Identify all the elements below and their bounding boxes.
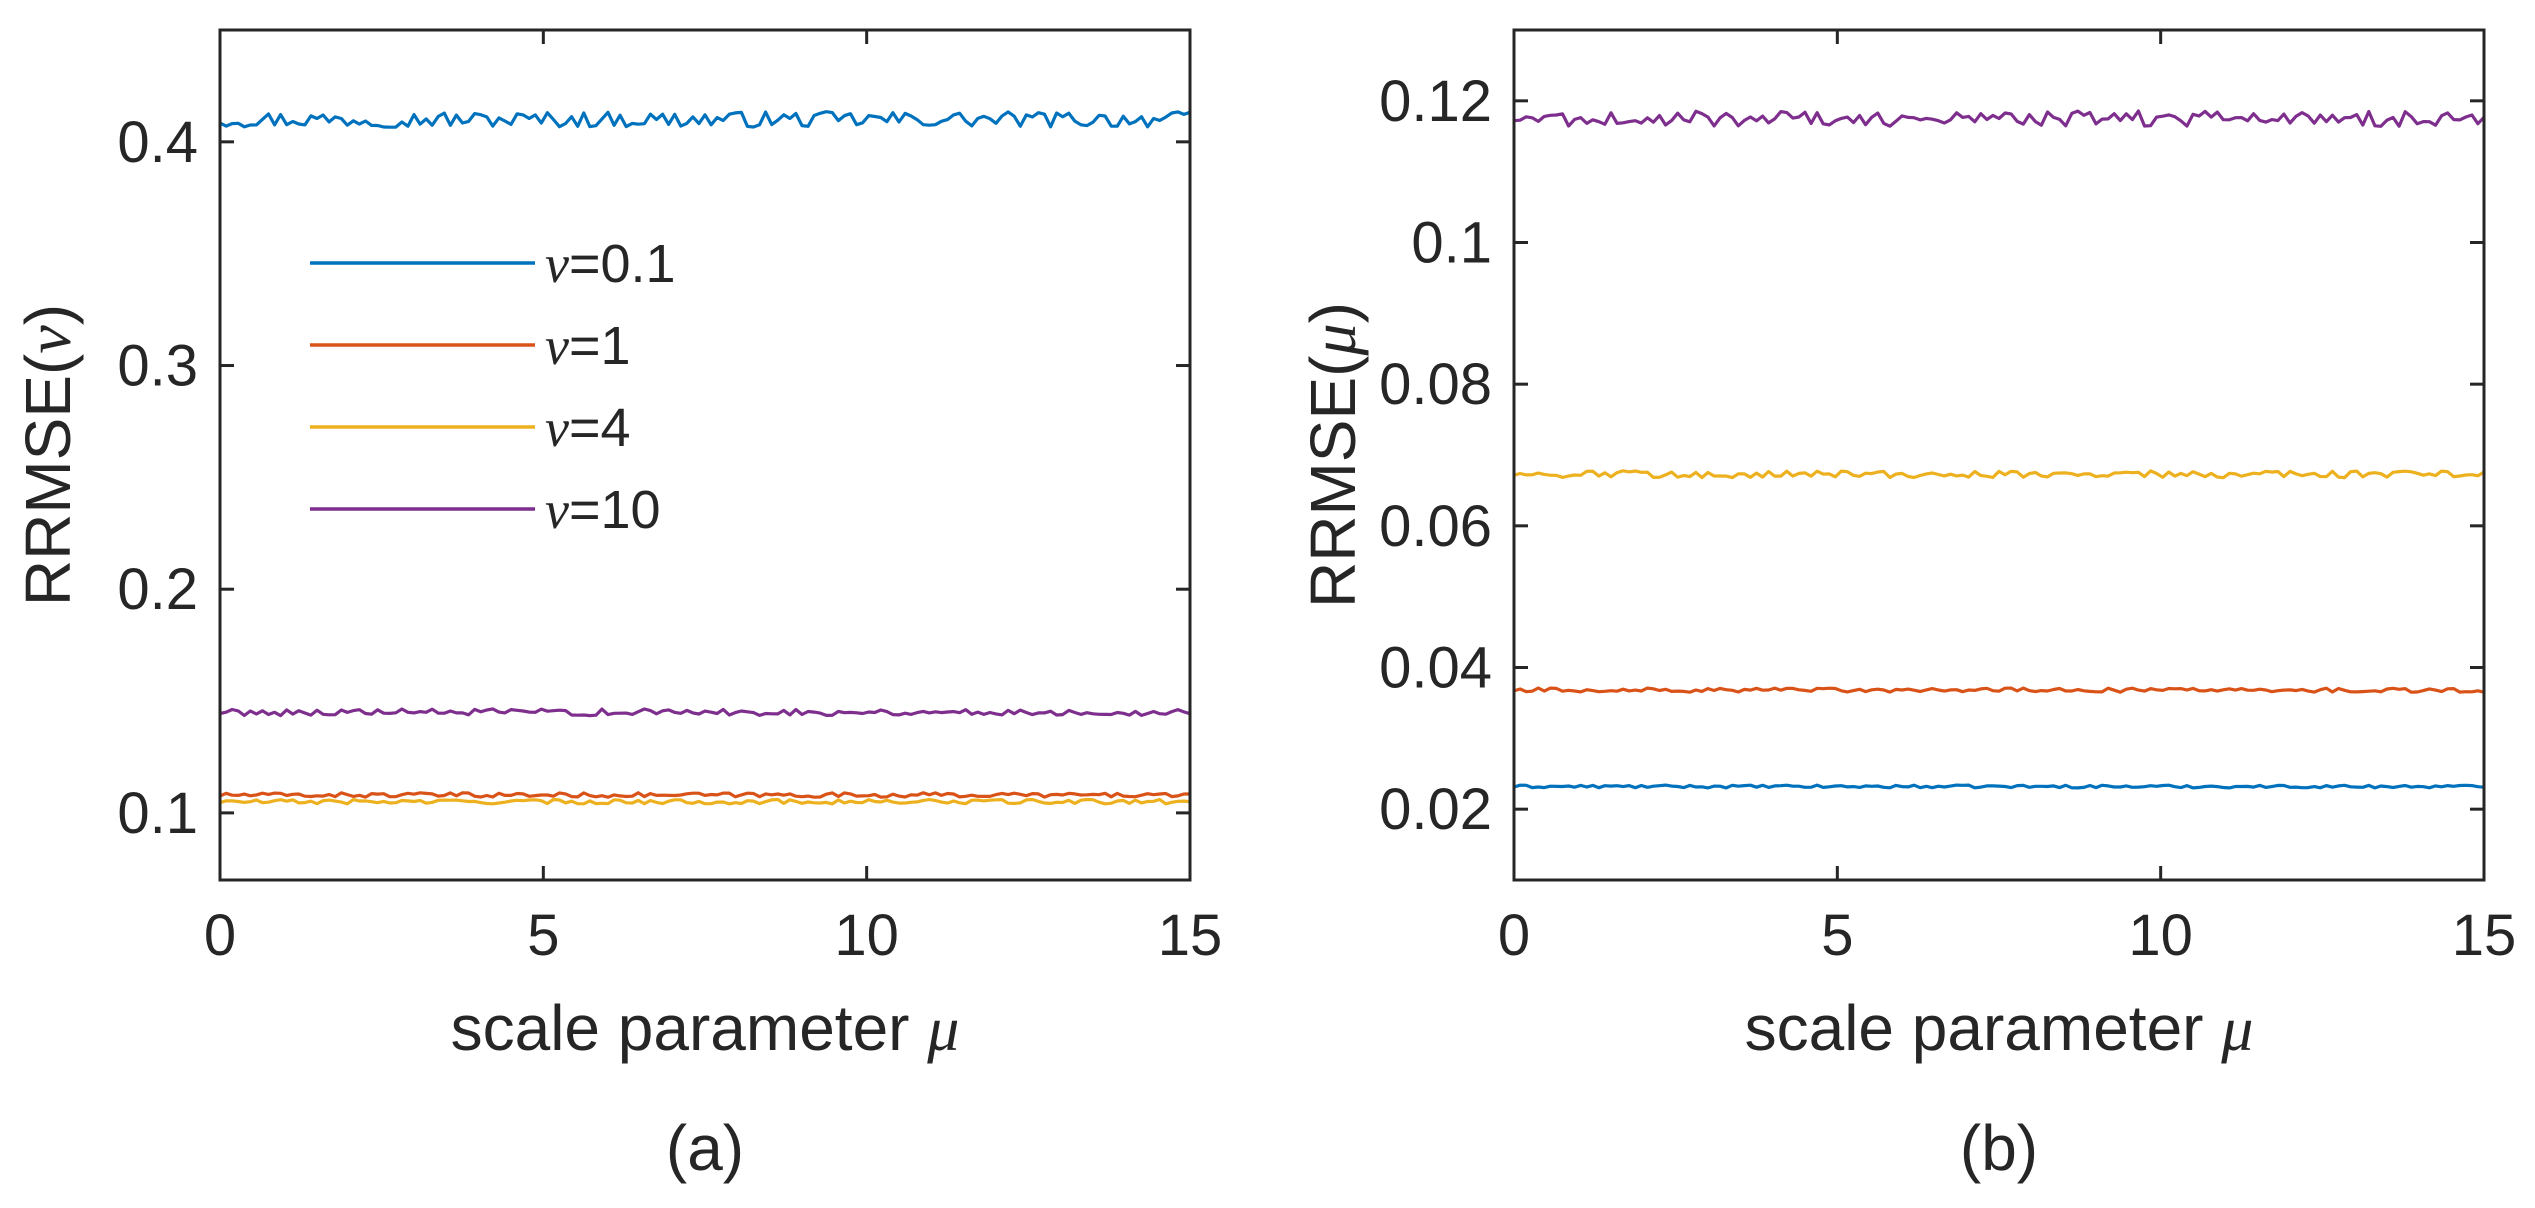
x-tick-label: 15 bbox=[1158, 903, 1223, 968]
y-tick-label: 0.04 bbox=[1379, 636, 1492, 701]
x-axis-label-b-symbol: μ bbox=[2220, 993, 2253, 1064]
axes-frame-b bbox=[1512, 28, 2486, 882]
legend-label-2: ν=1 bbox=[545, 316, 631, 376]
y-tick-label: 0.1 bbox=[1411, 211, 1492, 276]
x-tick-label: 15 bbox=[2452, 903, 2517, 968]
y-axis-label-b-text: RRMSE( bbox=[1297, 356, 1369, 608]
series-layer-b bbox=[1513, 109, 2486, 790]
y-tick-label: 0.3 bbox=[117, 334, 198, 399]
legend-text: =4 bbox=[569, 398, 631, 458]
y-axis-label-b-symbol: μ bbox=[1298, 323, 1369, 356]
x-tick-label: 5 bbox=[527, 903, 559, 968]
panel-a: 0 5 10 150.10.20.30.4 RRMSE(ν) scale parame… bbox=[12, 28, 1222, 1184]
y-axis-label-a: RRMSE(ν) bbox=[12, 304, 84, 606]
legend-symbol: ν bbox=[545, 316, 569, 376]
legend-symbol: ν bbox=[545, 398, 569, 458]
x-axis-label-a-symbol: μ bbox=[926, 993, 959, 1064]
y-axis-label-b: RRMSE(μ) bbox=[1297, 302, 1369, 608]
y-tick-label: 0.12 bbox=[1379, 69, 1492, 134]
legend-symbol: ν bbox=[545, 234, 569, 294]
legend-label-3: ν=4 bbox=[545, 398, 631, 458]
legend-symbol: ν bbox=[545, 480, 569, 540]
y-tick-label: 0.1 bbox=[117, 781, 198, 846]
series-line-3 bbox=[219, 797, 1191, 806]
x-axis-label-b-text: scale parameter bbox=[1745, 992, 2204, 1064]
legend-label-4: ν=10 bbox=[545, 480, 661, 540]
x-tick-label: 0 bbox=[204, 903, 236, 968]
y-axis-label-a-close: ) bbox=[12, 304, 84, 325]
series-line-4 bbox=[1513, 109, 2486, 128]
y-tick-label: 0.2 bbox=[117, 557, 198, 622]
y-axis-label-b-close: ) bbox=[1297, 302, 1369, 323]
series-line-1 bbox=[1513, 783, 2485, 790]
y-axis-label-a-symbol: ν bbox=[13, 325, 84, 354]
ticks-a: 0 5 10 15 0.1 0.2 0.3 0.4 bbox=[117, 30, 1222, 968]
legend-text: =1 bbox=[569, 316, 631, 376]
panel-b: 0 5 10 150.020.040.060.080.10.12 RRMSE(μ) s… bbox=[1297, 28, 2516, 1184]
x-axis-label-a: scale parameter μ bbox=[451, 992, 960, 1064]
y-tick-label: 0.08 bbox=[1379, 352, 1492, 417]
series-layer-a bbox=[219, 110, 1191, 806]
x-tick-label: 0 bbox=[1498, 903, 1530, 968]
x-axis-label-b: scale parameter μ bbox=[1745, 992, 2254, 1064]
y-axis-label-a-text: RRMSE( bbox=[12, 354, 84, 606]
legend-text: =0.1 bbox=[569, 234, 676, 294]
axes-frame-a bbox=[218, 28, 1192, 882]
x-axis-label-a-text: scale parameter bbox=[451, 992, 910, 1064]
legend-label-1: ν=0.1 bbox=[545, 234, 676, 294]
y-tick-label: 0.4 bbox=[117, 110, 198, 175]
series-line-2 bbox=[1513, 686, 2485, 694]
panel-label-a: (a) bbox=[666, 1112, 744, 1184]
ticks-b: 0 5 10 15 0.02 0.04 0.06 0.08 0.1 0.12 bbox=[1379, 30, 2516, 968]
series-line-3 bbox=[1513, 469, 2485, 480]
series-line-1 bbox=[219, 110, 1191, 129]
panel-label-b: (b) bbox=[1960, 1112, 2038, 1184]
series-line-4 bbox=[219, 707, 1191, 718]
y-tick-label: 0.06 bbox=[1379, 494, 1492, 559]
x-tick-label: 10 bbox=[834, 903, 899, 968]
legend: ν=0.1ν=1ν=4ν=10 bbox=[310, 234, 676, 540]
x-tick-label: 10 bbox=[2128, 903, 2193, 968]
legend-text: =10 bbox=[569, 480, 661, 540]
series-line-2 bbox=[219, 791, 1190, 799]
y-tick-label: 0.02 bbox=[1379, 777, 1492, 842]
x-tick-label: 5 bbox=[1821, 903, 1853, 968]
